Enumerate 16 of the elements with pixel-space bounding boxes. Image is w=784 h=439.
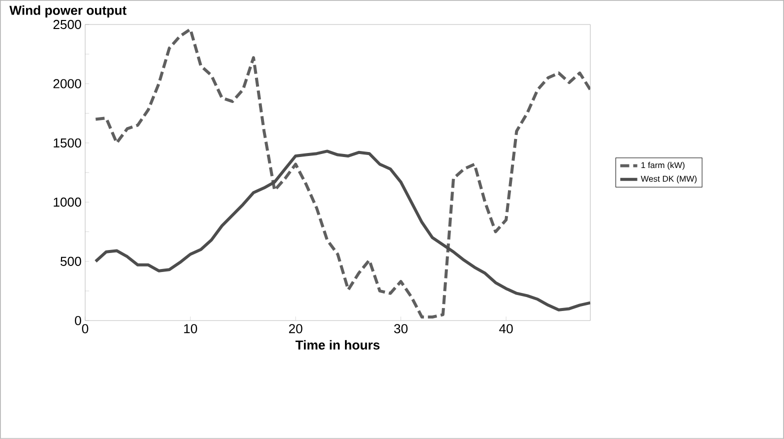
x-axis-title: Time in hours xyxy=(296,340,380,350)
y-tick-label: 2000 xyxy=(53,79,82,88)
y-tick-label: 1500 xyxy=(54,138,82,148)
y-tick-label: 500 xyxy=(60,256,82,266)
x-tick-label: 0 xyxy=(82,324,88,334)
y-tick-label: 1000 xyxy=(54,198,82,207)
legend-label: West DK (MW) xyxy=(640,176,697,184)
chart-title: Wind power output xyxy=(9,5,126,18)
y-tick-label: 2500 xyxy=(53,20,82,30)
y-tick-label: 0 xyxy=(74,316,82,326)
x-tick-label: 30 xyxy=(394,324,408,334)
x-tick-label: 40 xyxy=(499,324,513,334)
legend-label: 1 farm (kW) xyxy=(641,162,684,170)
x-tick-label: 10 xyxy=(184,324,198,334)
line-series xyxy=(94,28,590,319)
x-tick-label: 20 xyxy=(289,324,302,334)
